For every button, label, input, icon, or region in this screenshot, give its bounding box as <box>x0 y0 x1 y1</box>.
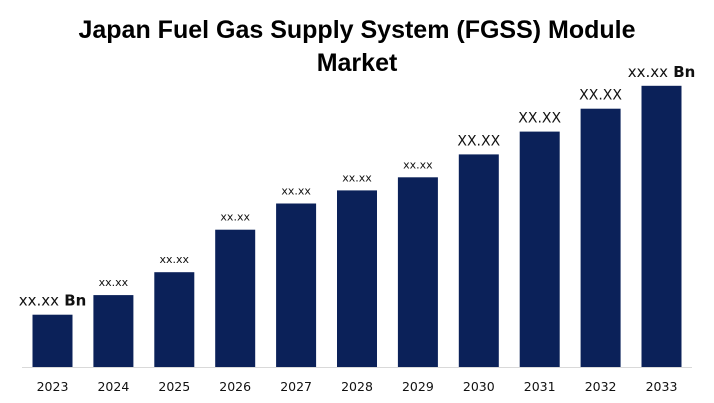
data-label-2026: xx.xx <box>220 211 250 224</box>
data-label-value: xx.xx <box>628 63 668 81</box>
data-label-2030: XX.XX <box>457 133 500 149</box>
tick-labels-group: 2023 2024 2025 2026 2027 2028 2029 2030 2031 2032… <box>37 379 678 394</box>
tick-label-2024: 2024 <box>97 379 129 394</box>
bar-2029 <box>397 177 438 367</box>
bar-2033 <box>641 85 682 368</box>
tick-label-2023: 2023 <box>37 379 69 394</box>
bar-2032 <box>580 108 621 367</box>
data-label-value: xx.xx <box>220 211 250 224</box>
data-label-value: xx.xx <box>99 276 129 289</box>
data-label-value: xx.xx <box>403 158 433 171</box>
data-label-unit: Bn <box>668 63 695 81</box>
data-labels-group: xx.xx Bnxx.xxxx.xxxx.xxxx.xxxx.xxxx.xxXX… <box>19 63 696 310</box>
tick-label-2028: 2028 <box>341 379 373 394</box>
bar-2024 <box>93 295 134 367</box>
data-label-value: xx.xx <box>342 171 372 184</box>
data-label-2029: xx.xx <box>403 158 433 171</box>
tick-label-2029: 2029 <box>402 379 434 394</box>
bars-group <box>32 85 682 368</box>
tick-label-2033: 2033 <box>646 379 678 394</box>
data-label-value: XX.XX <box>457 133 500 149</box>
data-label-2033: xx.xx Bn <box>628 63 696 81</box>
data-label-value: xx.xx <box>19 292 59 310</box>
bar-2027 <box>276 203 317 367</box>
bar-2026 <box>215 229 256 367</box>
bar-2025 <box>154 272 195 367</box>
data-label-value: XX.XX <box>518 111 561 127</box>
data-label-2027: xx.xx <box>281 185 311 198</box>
data-label-value: xx.xx <box>281 185 311 198</box>
data-label-2031: XX.XX <box>518 111 561 127</box>
bar-2028 <box>337 190 377 367</box>
tick-label-2031: 2031 <box>524 379 556 394</box>
data-label-value: XX.XX <box>579 88 622 104</box>
bar-2030 <box>458 154 499 367</box>
chart-title: Japan Fuel Gas Supply System (FGSS) Modu… <box>78 16 636 77</box>
data-label-2025: xx.xx <box>160 253 190 266</box>
data-label-value: xx.xx <box>160 253 190 266</box>
bar-2023 <box>32 314 73 367</box>
tick-label-2025: 2025 <box>158 379 190 394</box>
tick-label-2027: 2027 <box>280 379 312 394</box>
data-label-unit: Bn <box>59 292 86 310</box>
tick-label-2032: 2032 <box>585 379 617 394</box>
tick-label-2026: 2026 <box>219 379 251 394</box>
tick-label-2030: 2030 <box>463 379 495 394</box>
data-label-2028: xx.xx <box>342 171 372 184</box>
data-label-2032: XX.XX <box>579 88 622 104</box>
bar-2031 <box>519 131 560 367</box>
data-label-2024: xx.xx <box>99 276 129 289</box>
data-label-2023: xx.xx Bn <box>19 292 87 310</box>
